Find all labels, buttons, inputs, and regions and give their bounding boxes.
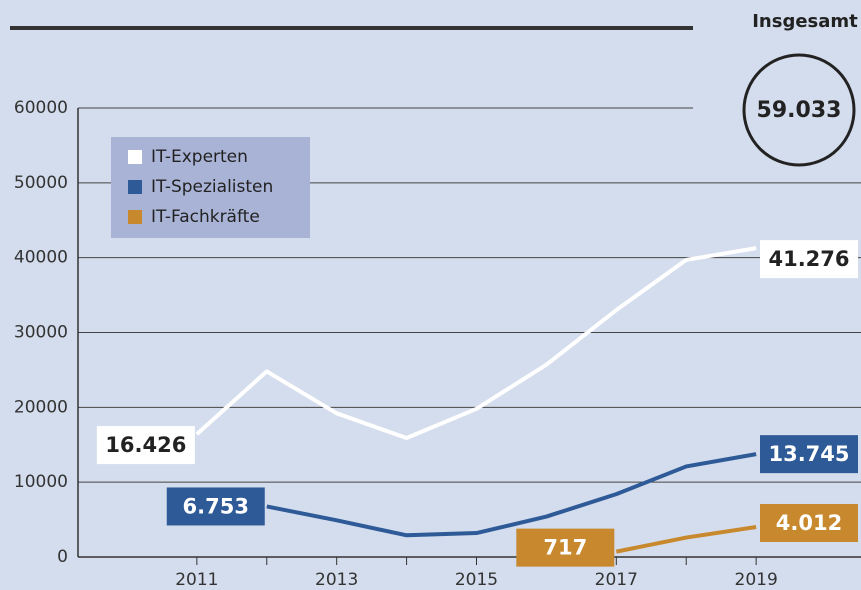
- value-label-box: [760, 435, 858, 474]
- value-label-box: [760, 240, 858, 279]
- y-tick-label: 40000: [14, 248, 68, 268]
- value-label: 16.426: [105, 433, 186, 457]
- legend-swatch: [128, 180, 142, 194]
- y-tick-label: 30000: [14, 323, 68, 343]
- value-label: 41.276: [768, 247, 849, 271]
- value-label-box: [516, 528, 615, 567]
- total-circle: [742, 53, 856, 167]
- y-tick-label: 50000: [14, 173, 68, 193]
- x-tick-label: 2017: [595, 570, 638, 590]
- series-line: [266, 452, 757, 538]
- value-label: 13.745: [768, 442, 849, 466]
- legend-label: IT-Spezialisten: [151, 177, 273, 197]
- x-tick-label: 2013: [315, 570, 358, 590]
- y-tick-label: 60000: [14, 98, 68, 118]
- legend-box: [111, 137, 310, 238]
- legend-swatch: [128, 210, 142, 224]
- legend-label: IT-Fachkräfte: [151, 207, 260, 227]
- legend-swatch: [128, 150, 142, 164]
- total-value: 59.033: [757, 98, 842, 123]
- total-label: Insgesamt: [752, 11, 858, 32]
- x-tick-label: 2011: [175, 570, 218, 590]
- series-line: [615, 524, 757, 554]
- value-label: 6.753: [183, 494, 249, 518]
- value-label-box: [96, 426, 195, 465]
- y-tick-label: 0: [57, 547, 68, 567]
- value-label: 4.012: [776, 511, 842, 535]
- y-tick-label: 10000: [14, 472, 68, 492]
- value-label: 717: [543, 536, 587, 560]
- y-tick-label: 20000: [14, 397, 68, 417]
- x-tick-label: 2015: [455, 570, 498, 590]
- value-label-box: [166, 487, 265, 526]
- legend-label: IT-Experten: [151, 147, 248, 167]
- x-tick-label: 2019: [735, 570, 778, 590]
- series-line: [195, 246, 757, 441]
- value-label-box: [760, 503, 858, 542]
